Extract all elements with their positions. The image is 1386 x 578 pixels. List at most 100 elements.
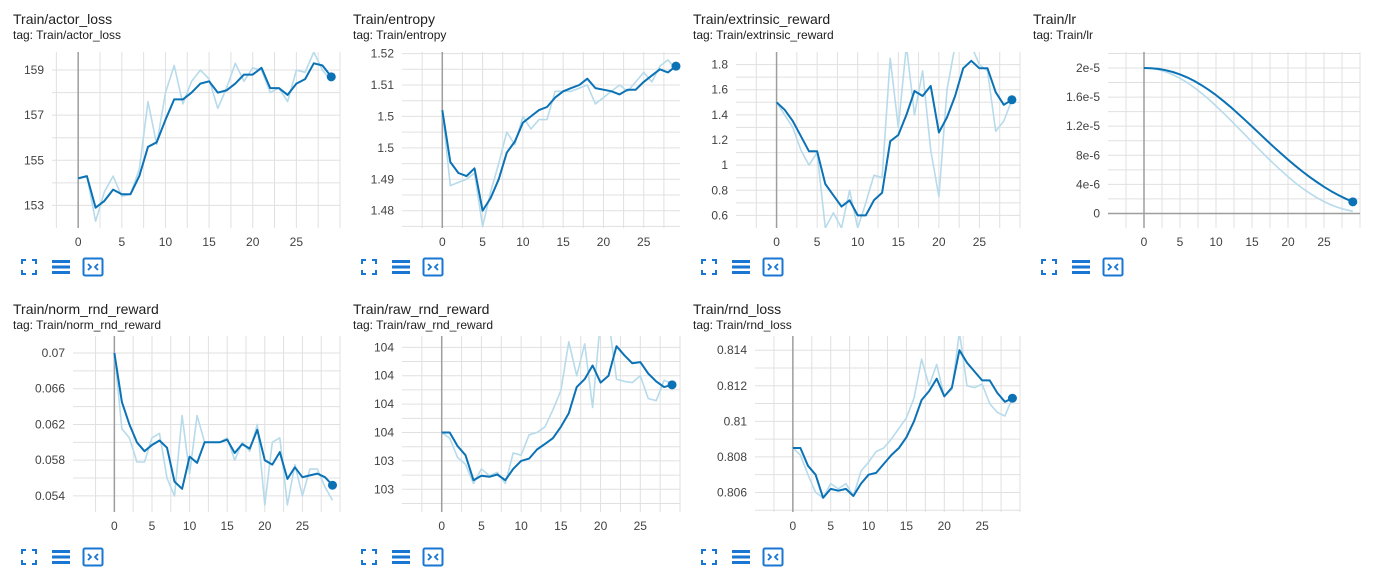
- x-tick-label: 15: [892, 235, 906, 249]
- line-chart[interactable]: 1.48 1.49 1.5 1.5 1.51 1.52 0 5 10 15 20 25: [340, 0, 681, 282]
- y-tick-label: 0.058: [35, 453, 65, 467]
- y-tick-label: 104: [374, 426, 394, 440]
- y-tick-label: 1.8: [711, 58, 728, 72]
- line-chart[interactable]: 0.6 0.8 1 1.2 1.4 1.6 1.8 0 5 10 15 20 25: [680, 0, 1021, 282]
- toggle-log-axis-icon[interactable]: [730, 256, 752, 278]
- x-tick-label: 10: [183, 519, 197, 533]
- y-tick-label: 0.066: [35, 382, 65, 396]
- x-tick-label: 5: [118, 235, 125, 249]
- chart-card: Train/raw_rnd_reward tag: Train/raw_rnd_…: [340, 290, 681, 572]
- x-tick-label: 5: [1177, 235, 1184, 249]
- x-tick-label: 0: [111, 519, 118, 533]
- smoothed-series-line: [775, 59, 1013, 217]
- x-tick-label: 5: [149, 519, 156, 533]
- fit-domain-icon[interactable]: [422, 546, 444, 568]
- x-tick-label: 10: [862, 519, 876, 533]
- fit-domain-icon[interactable]: [422, 256, 444, 278]
- chart-card: Train/lr tag: Train/lr 0 4e-6 8e-6 1.2e-5 1.…: [1020, 0, 1361, 282]
- x-tick-label: 15: [1245, 235, 1259, 249]
- fit-to-card-icon[interactable]: [698, 546, 720, 568]
- card-tag: tag: Train/norm_rnd_reward: [13, 318, 162, 332]
- x-tick-label: 20: [938, 519, 952, 533]
- card-title: Train/raw_rnd_reward: [353, 301, 490, 317]
- chart-card: Train/actor_loss tag: Train/actor_loss 1…: [0, 0, 341, 282]
- line-chart[interactable]: 103 103 104 104 104 104 0 5 10 15 20 25: [340, 290, 681, 572]
- fit-domain-icon[interactable]: [82, 546, 104, 568]
- y-tick-label: 1.6: [711, 83, 728, 97]
- x-tick-label: 25: [634, 519, 648, 533]
- x-tick-label: 0: [1141, 235, 1148, 249]
- fit-to-card-icon[interactable]: [358, 546, 380, 568]
- card-tag: tag: Train/rnd_loss: [693, 318, 792, 332]
- y-tick-label: 0.062: [35, 417, 65, 431]
- raw-series-line: [775, 52, 1013, 228]
- line-chart[interactable]: 0 4e-6 8e-6 1.2e-5 1.6e-5 2e-5 0 5 10 15 20 25: [1020, 0, 1361, 282]
- y-tick-label: 0.806: [717, 485, 747, 499]
- last-point-marker: [327, 480, 337, 490]
- card-title: Train/actor_loss: [13, 11, 113, 27]
- raw-series-line: [792, 336, 1014, 499]
- line-chart[interactable]: 0.054 0.058 0.062 0.066 0.07 0 5 10 15 20 25: [0, 290, 341, 572]
- y-tick-label: 1.52: [371, 47, 395, 61]
- y-tick-label: 0.814: [717, 343, 747, 357]
- x-tick-label: 25: [973, 235, 987, 249]
- y-tick-label: 153: [24, 198, 44, 212]
- fit-to-card-icon[interactable]: [698, 256, 720, 278]
- toggle-log-axis-icon[interactable]: [50, 256, 72, 278]
- toggle-log-axis-icon[interactable]: [50, 546, 72, 568]
- fit-domain-icon[interactable]: [82, 256, 104, 278]
- y-tick-label: 0.054: [35, 489, 65, 503]
- fit-to-card-icon[interactable]: [18, 546, 40, 568]
- y-tick-label: 1.2: [711, 133, 728, 147]
- fit-domain-icon[interactable]: [762, 546, 784, 568]
- y-tick-label: 2e-5: [1076, 61, 1100, 75]
- fit-domain-icon[interactable]: [762, 256, 784, 278]
- smoothed-series-line: [113, 352, 334, 490]
- fit-to-card-icon[interactable]: [1038, 256, 1060, 278]
- toggle-log-axis-icon[interactable]: [390, 546, 412, 568]
- x-tick-label: 15: [202, 235, 216, 249]
- y-tick-label: 1: [721, 158, 728, 172]
- x-tick-label: 5: [479, 235, 486, 249]
- card-tag: tag: Train/raw_rnd_reward: [353, 318, 494, 332]
- raw-series-line: [1143, 67, 1353, 213]
- x-tick-label: 5: [827, 519, 834, 533]
- y-tick-label: 4e-6: [1076, 177, 1100, 191]
- x-tick-label: 15: [900, 519, 914, 533]
- card-tag: tag: Train/lr: [1033, 28, 1094, 42]
- chart-card: Train/rnd_loss tag: Train/rnd_loss 0.806…: [680, 290, 1021, 572]
- x-tick-label: 20: [246, 235, 260, 249]
- y-tick-label: 1.2e-5: [1066, 119, 1100, 133]
- y-tick-label: 0.812: [717, 379, 747, 393]
- y-tick-label: 104: [374, 369, 394, 383]
- card-tag: tag: Train/actor_loss: [13, 28, 122, 42]
- x-tick-label: 0: [773, 235, 780, 249]
- y-tick-label: 1.5: [377, 141, 394, 155]
- x-tick-label: 10: [851, 235, 865, 249]
- y-tick-label: 103: [374, 454, 394, 468]
- smoothed-series-line: [1143, 67, 1354, 203]
- line-chart[interactable]: 153 155 157 159 0 5 10 15 20 25: [0, 0, 341, 282]
- last-point-marker: [1007, 393, 1017, 403]
- last-point-marker: [326, 72, 336, 82]
- card-title: Train/entropy: [353, 11, 435, 27]
- y-tick-label: 0.808: [717, 450, 747, 464]
- fit-to-card-icon[interactable]: [358, 256, 380, 278]
- x-tick-label: 15: [554, 519, 568, 533]
- y-tick-label: 103: [374, 482, 394, 496]
- x-tick-label: 20: [594, 519, 608, 533]
- fit-domain-icon[interactable]: [1102, 256, 1124, 278]
- x-tick-label: 20: [1281, 235, 1295, 249]
- x-tick-label: 10: [516, 235, 530, 249]
- fit-to-card-icon[interactable]: [18, 256, 40, 278]
- smoothed-series-line: [792, 349, 1013, 499]
- smoothed-series-line: [441, 65, 677, 212]
- toggle-log-axis-icon[interactable]: [730, 546, 752, 568]
- card-tag: tag: Train/entropy: [353, 28, 447, 42]
- toggle-log-axis-icon[interactable]: [1070, 256, 1092, 278]
- x-tick-label: 25: [296, 519, 310, 533]
- line-chart[interactable]: 0.806 0.808 0.81 0.812 0.814 0 5 10 15 20 25: [680, 290, 1021, 572]
- y-tick-label: 0.6: [711, 208, 728, 222]
- toggle-log-axis-icon[interactable]: [390, 256, 412, 278]
- x-tick-label: 10: [1209, 235, 1223, 249]
